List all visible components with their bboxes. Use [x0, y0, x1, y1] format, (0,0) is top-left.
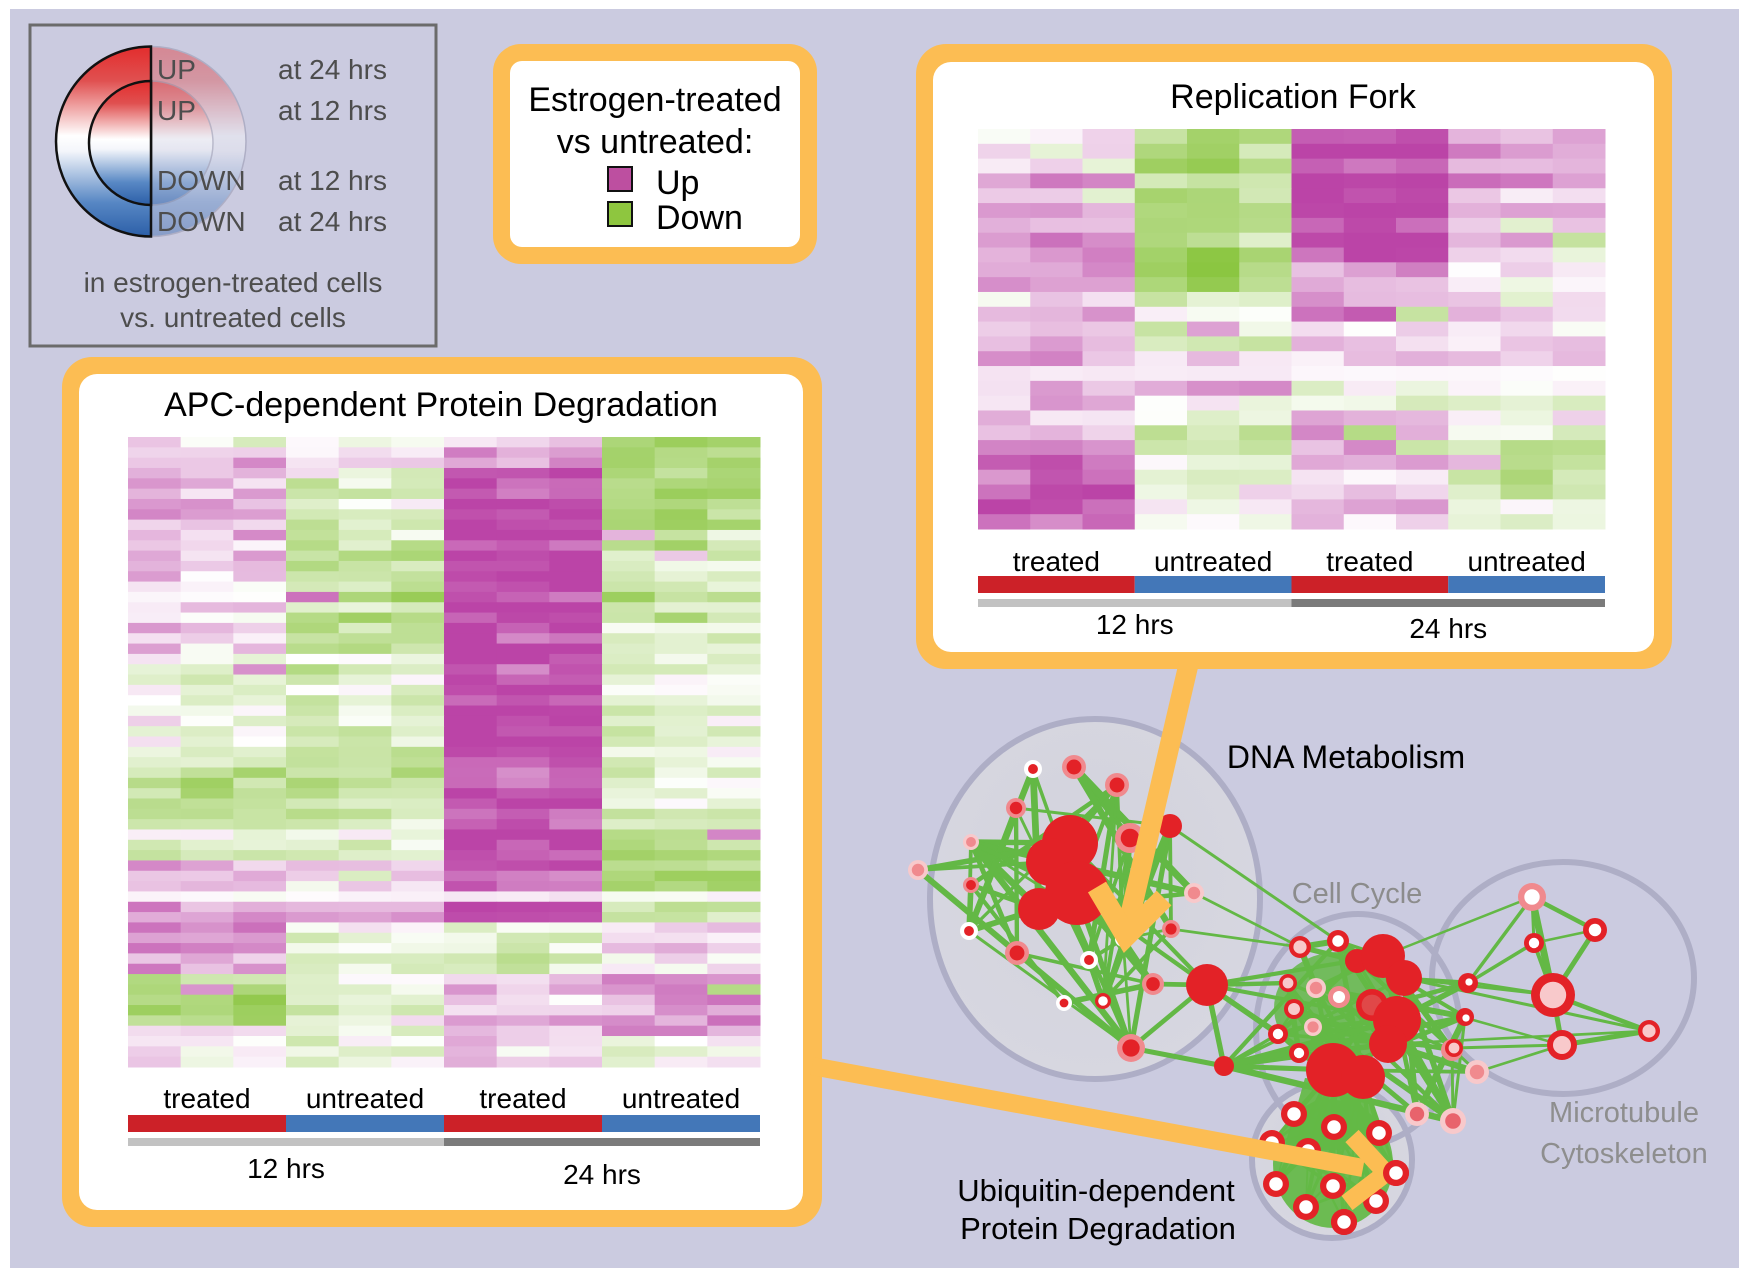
svg-text:untreated: untreated — [306, 1083, 424, 1114]
svg-text:treated: treated — [1013, 546, 1100, 577]
svg-text:Cytoskeleton: Cytoskeleton — [1540, 1138, 1708, 1170]
svg-text:untreated: untreated — [622, 1083, 740, 1114]
svg-text:Microtubule: Microtubule — [1549, 1097, 1699, 1129]
svg-text:untreated: untreated — [1154, 546, 1272, 577]
svg-text:24 hrs: 24 hrs — [1409, 613, 1487, 644]
svg-text:vs untreated:: vs untreated: — [557, 123, 754, 161]
svg-text:in estrogen-treated cells: in estrogen-treated cells — [84, 267, 383, 298]
svg-text:at 24 hrs: at 24 hrs — [278, 206, 387, 237]
svg-text:at 24 hrs: at 24 hrs — [278, 54, 387, 85]
svg-text:treated: treated — [163, 1083, 250, 1114]
svg-text:Estrogen-treated: Estrogen-treated — [528, 81, 781, 119]
svg-text:at 12 hrs: at 12 hrs — [278, 95, 387, 126]
svg-text:12 hrs: 12 hrs — [247, 1153, 325, 1184]
svg-text:APC-dependent Protein Degradat: APC-dependent Protein Degradation — [164, 386, 718, 424]
svg-text:at 12 hrs: at 12 hrs — [278, 165, 387, 196]
svg-text:Cell Cycle: Cell Cycle — [1292, 878, 1423, 910]
svg-text:DOWN: DOWN — [157, 206, 246, 237]
svg-text:Ubiquitin-dependent: Ubiquitin-dependent — [957, 1173, 1235, 1208]
svg-text:Down: Down — [656, 199, 743, 237]
svg-text:treated: treated — [479, 1083, 566, 1114]
svg-text:DOWN: DOWN — [157, 165, 246, 196]
svg-text:Protein Degradation: Protein Degradation — [960, 1211, 1236, 1246]
svg-text:DNA Metabolism: DNA Metabolism — [1227, 739, 1465, 775]
svg-text:vs. untreated cells: vs. untreated cells — [120, 302, 346, 333]
svg-text:Up: Up — [656, 164, 699, 202]
svg-text:24 hrs: 24 hrs — [563, 1159, 641, 1190]
svg-text:UP: UP — [157, 95, 196, 126]
svg-text:untreated: untreated — [1467, 546, 1585, 577]
svg-text:Replication Fork: Replication Fork — [1170, 78, 1417, 116]
svg-text:UP: UP — [157, 54, 196, 85]
svg-text:treated: treated — [1326, 546, 1413, 577]
svg-text:12 hrs: 12 hrs — [1096, 609, 1174, 640]
